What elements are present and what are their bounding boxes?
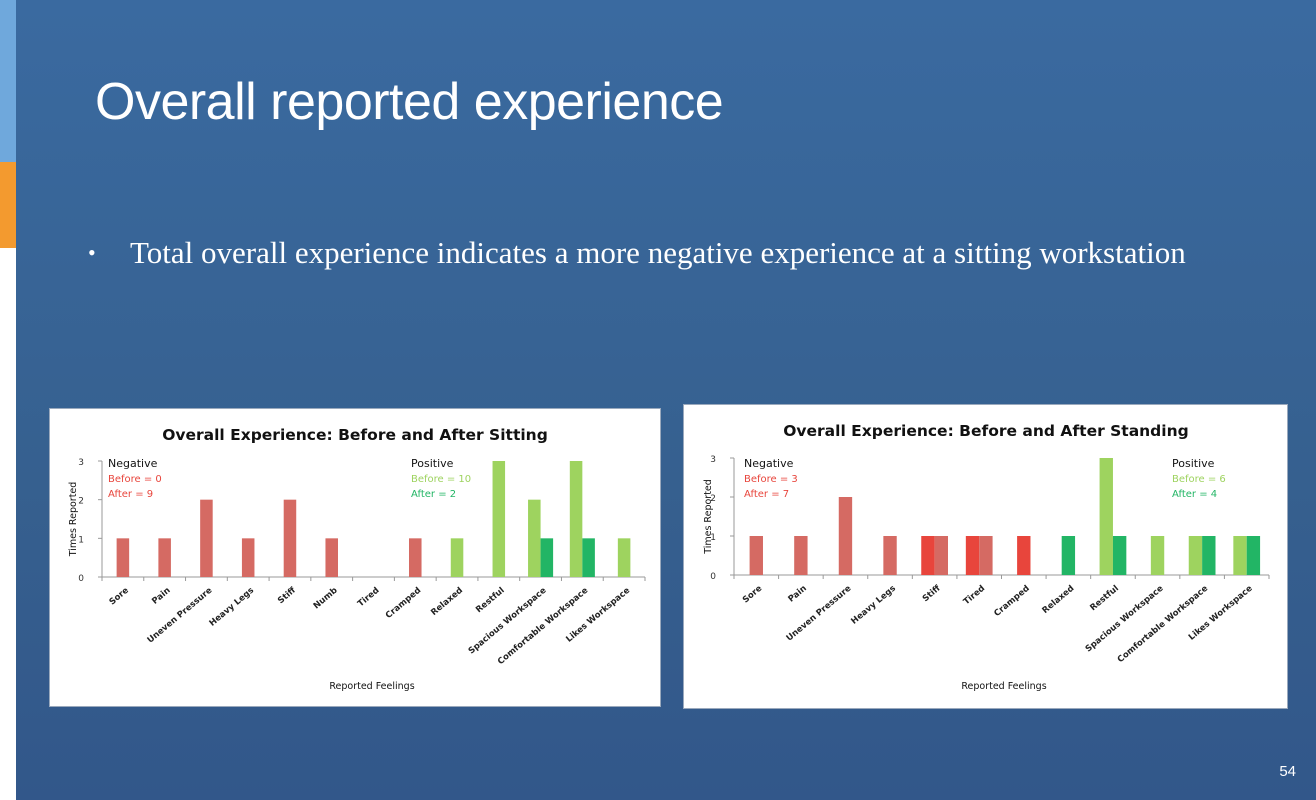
sitting-ytick-label: 0 (78, 574, 84, 584)
sitting-title: Overall Experience: Before and After Sit… (162, 426, 548, 444)
sitting-xlabel: Reported Feelings (329, 681, 414, 692)
standing-bar-pos_before (1188, 536, 1203, 575)
standing-category-label: Tired (962, 584, 987, 608)
bullet-point: • Total overall experience indicates a m… (88, 232, 1228, 274)
standing-bar-pos_before (1150, 536, 1165, 575)
standing-bar-neg_after (979, 536, 993, 575)
sitting-category-label: Spacious Workspace (467, 585, 549, 656)
sitting-bar-neg_after (158, 538, 171, 577)
standing-category-label: Cramped (992, 584, 1031, 619)
standing-bar-neg_after (749, 536, 763, 575)
standing-ytick-label: 3 (710, 455, 716, 465)
sitting-bar-neg_after (116, 538, 130, 577)
sitting-bar-pos_after (540, 538, 554, 577)
sitting-bar-pos_before (617, 538, 631, 577)
bullet-dot: • (88, 240, 96, 265)
standing-positive-before: Before = 6 (1172, 474, 1226, 485)
standing-ylabel: Times Reported (703, 479, 714, 555)
standing-category-label: Spacious Workspace (1084, 583, 1166, 654)
standing-bar-neg_before (965, 536, 980, 575)
page-number: 54 (1279, 763, 1296, 780)
sitting-category-label: Cramped (384, 586, 423, 621)
standing-ytick-label: 2 (710, 494, 716, 504)
sitting-positive-heading: Positive (411, 457, 454, 470)
standing-bar-neg_after (838, 497, 853, 575)
sitting-bar-pos_after (582, 538, 595, 577)
standing-ytick-label: 0 (710, 572, 716, 582)
sitting-category-label: Tired (356, 586, 381, 610)
standing-bar-neg_after (934, 536, 948, 575)
standing-category-label: Sore (741, 583, 764, 605)
accent-bar-orange (0, 162, 16, 248)
standing-bar-neg_before (921, 536, 935, 575)
sitting-ylabel: Times Reported (68, 482, 79, 558)
standing-category-label: Heavy Legs (849, 584, 898, 627)
sitting-category-label: Heavy Legs (208, 586, 257, 629)
standing-category-label: Restful (1088, 584, 1121, 614)
sitting-positive-after: After = 2 (411, 489, 456, 500)
chart-sitting-svg: Overall Experience: Before and After Sit… (68, 426, 646, 692)
sitting-ytick-label: 2 (78, 497, 84, 507)
sitting-positive-before: Before = 10 (411, 474, 471, 485)
sitting-category-label: Numb (312, 586, 340, 612)
sitting-category-label: Pain (150, 586, 172, 607)
sitting-category-label: Restful (474, 586, 507, 616)
chart-standing-svg: Overall Experience: Before and After Sta… (703, 422, 1270, 692)
standing-negative-heading: Negative (744, 457, 794, 470)
sitting-bar-neg_after (241, 538, 255, 577)
bullet-text: Total overall experience indicates a mor… (130, 235, 1186, 270)
sitting-category-label: Stiff (276, 586, 298, 607)
standing-bar-pos_after (1061, 536, 1076, 575)
sitting-category-label: Relaxed (429, 586, 465, 618)
standing-bar-neg_before (1017, 536, 1031, 575)
sitting-negative-before: Before = 0 (108, 474, 162, 485)
standing-bar-neg_after (794, 536, 808, 575)
standing-bar-pos_after (1112, 536, 1127, 575)
standing-category-label: Comfortable Workspace (1116, 583, 1210, 664)
standing-positive-heading: Positive (1172, 457, 1215, 470)
sitting-category-label: Sore (108, 585, 131, 607)
sitting-bar-neg_after (200, 499, 213, 577)
standing-negative-after: After = 7 (744, 489, 789, 500)
slide-title: Overall reported experience (95, 73, 724, 131)
left-edge-accent (0, 0, 16, 800)
standing-positive-after: After = 4 (1172, 489, 1217, 500)
standing-category-label: Stiff (921, 584, 943, 605)
sitting-bar-pos_before (450, 538, 464, 577)
sitting-negative-heading: Negative (108, 457, 158, 470)
sitting-bar-pos_before (569, 461, 583, 577)
standing-title: Overall Experience: Before and After Sta… (783, 422, 1188, 440)
standing-category-label: Relaxed (1041, 584, 1077, 616)
sitting-ytick-label: 3 (78, 458, 84, 468)
chart-sitting: Overall Experience: Before and After Sit… (49, 408, 661, 707)
standing-bar-pos_after (1246, 536, 1261, 575)
sitting-bar-pos_before (492, 461, 506, 577)
standing-category-label: Pain (787, 584, 809, 605)
standing-ytick-label: 1 (710, 533, 716, 543)
sitting-bar-pos_before (528, 499, 541, 577)
accent-bar-blue (0, 0, 16, 162)
standing-bar-pos_before (1099, 458, 1113, 575)
standing-xlabel: Reported Feelings (961, 681, 1046, 692)
standing-bar-pos_before (1233, 536, 1247, 575)
standing-negative-before: Before = 3 (744, 474, 798, 485)
chart-standing: Overall Experience: Before and After Sta… (683, 404, 1288, 709)
standing-bar-neg_after (883, 536, 897, 575)
standing-bar-pos_after (1202, 536, 1216, 575)
sitting-bar-neg_after (283, 499, 297, 577)
sitting-bar-neg_after (325, 538, 338, 577)
sitting-ytick-label: 1 (78, 535, 84, 545)
sitting-bar-neg_after (409, 538, 422, 577)
sitting-negative-after: After = 9 (108, 489, 153, 500)
